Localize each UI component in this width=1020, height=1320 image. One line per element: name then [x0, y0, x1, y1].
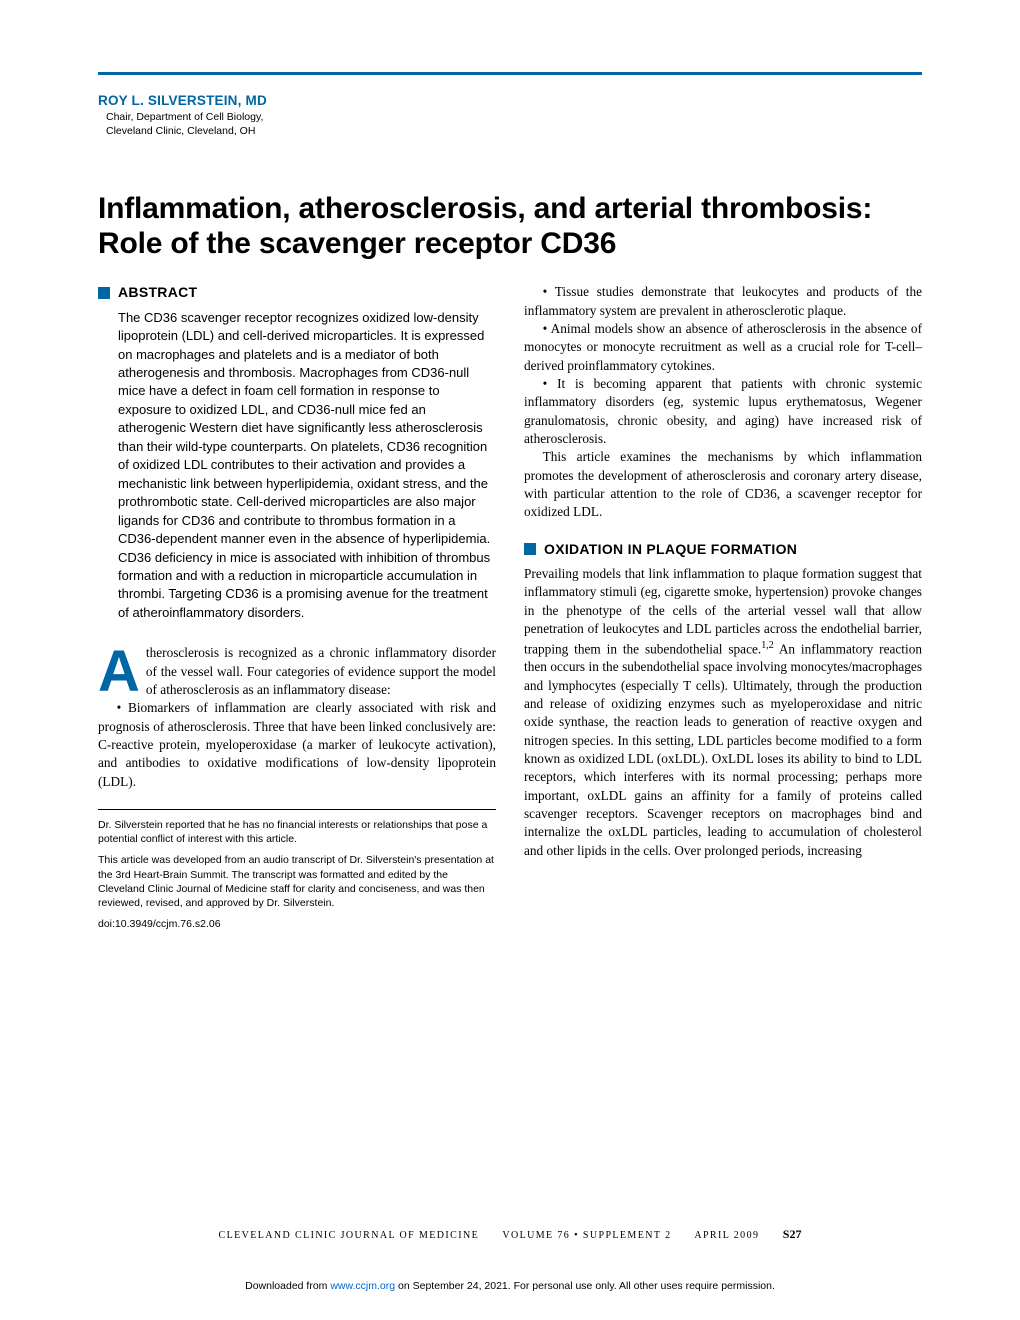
section2-label: OXIDATION IN PLAQUE FORMATION: [544, 540, 797, 559]
download-suffix: on September 24, 2021. For personal use …: [395, 1280, 775, 1292]
author-name: ROY L. SILVERSTEIN, MD: [98, 93, 922, 108]
download-link[interactable]: www.ccjm.org: [330, 1280, 395, 1292]
bullet-patients: • It is becoming apparent that patients …: [524, 375, 922, 448]
download-prefix: Downloaded from: [245, 1280, 330, 1292]
top-rule: [98, 72, 922, 75]
author-block: ROY L. SILVERSTEIN, MD Chair, Department…: [98, 93, 922, 138]
journal-name: CLEVELAND CLINIC JOURNAL OF MEDICINE: [219, 1230, 480, 1241]
square-bullet-icon: [98, 287, 110, 299]
running-footer: CLEVELAND CLINIC JOURNAL OF MEDICINE VOL…: [0, 1227, 1020, 1242]
square-bullet-icon: [524, 543, 536, 555]
dropcap: A: [98, 644, 146, 696]
intro-bullet1: • Biomarkers of inflammation are clearly…: [98, 699, 496, 791]
page-number: S27: [783, 1227, 802, 1241]
author-affiliation: Chair, Department of Cell Biology, Cleve…: [98, 110, 922, 138]
article-title: Inflammation, atherosclerosis, and arter…: [98, 192, 922, 261]
section2-p1b: An inflammatory reaction then occurs in …: [524, 641, 922, 858]
provenance-note: This article was developed from an audio…: [98, 853, 496, 910]
author-title-line1: Chair, Department of Cell Biology,: [106, 111, 263, 123]
volume-info: VOLUME 76 • SUPPLEMENT 2: [502, 1230, 671, 1241]
abstract-text: The CD36 scavenger receptor recognizes o…: [118, 309, 496, 623]
intro-body: A therosclerosis is recognized as a chro…: [98, 644, 496, 791]
abstract-heading: ABSTRACT: [98, 283, 496, 302]
coi-statement: Dr. Silverstein reported that he has no …: [98, 818, 496, 846]
download-note: Downloaded from www.ccjm.org on Septembe…: [0, 1280, 1020, 1292]
right-column: • Tissue studies demonstrate that leukoc…: [524, 283, 922, 938]
section2-heading: OXIDATION IN PLAQUE FORMATION: [524, 540, 922, 559]
transition-para: This article examines the mechanisms by …: [524, 448, 922, 521]
bullet-tissue: • Tissue studies demonstrate that leukoc…: [524, 283, 922, 320]
doi: doi:10.3949/ccjm.76.s2.06: [98, 917, 496, 931]
bullet-animal: • Animal models show an absence of ather…: [524, 320, 922, 375]
citation-sup: 1,2: [761, 640, 773, 651]
section2-para: Prevailing models that link inflammation…: [524, 565, 922, 860]
left-column: ABSTRACT The CD36 scavenger receptor rec…: [98, 283, 496, 938]
issue-date: APRIL 2009: [694, 1230, 759, 1241]
intro-para1: therosclerosis is recognized as a chroni…: [146, 645, 496, 697]
author-title-line2: Cleveland Clinic, Cleveland, OH: [106, 125, 255, 137]
footnotes: Dr. Silverstein reported that he has no …: [98, 809, 496, 931]
abstract-label: ABSTRACT: [118, 283, 197, 302]
